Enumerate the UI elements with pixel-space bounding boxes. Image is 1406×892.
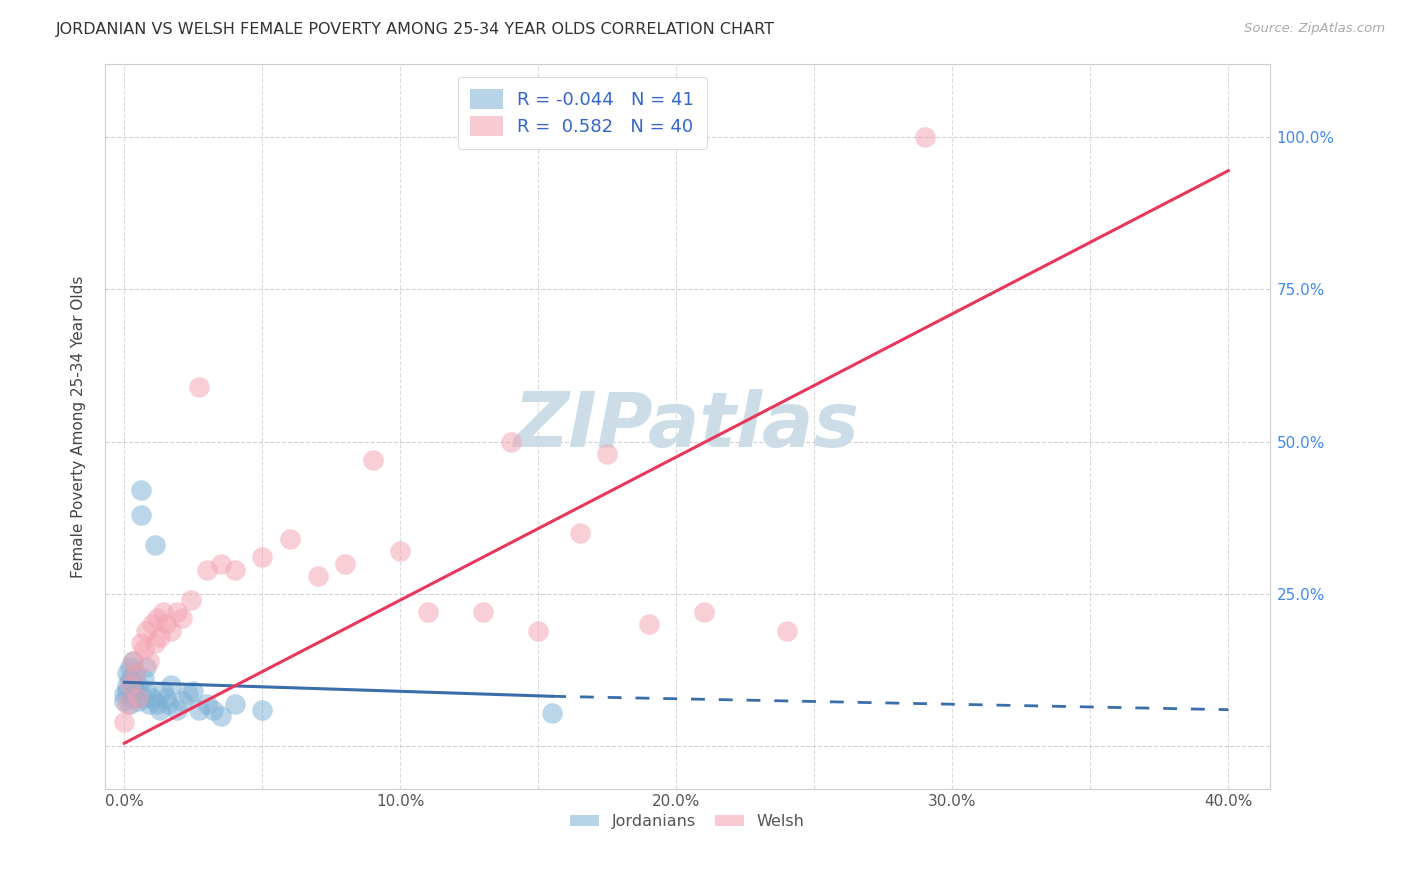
Point — [195, 563, 218, 577]
Point — [361, 453, 384, 467]
Point — [143, 636, 166, 650]
Point — [527, 624, 550, 638]
Text: Source: ZipAtlas.com: Source: ZipAtlas.com — [1244, 22, 1385, 36]
Point — [914, 130, 936, 145]
Point — [118, 697, 141, 711]
Point — [149, 703, 172, 717]
Point — [115, 678, 138, 692]
Point — [155, 617, 177, 632]
Point — [121, 690, 143, 705]
Point — [160, 678, 183, 692]
Point — [157, 697, 180, 711]
Point — [278, 532, 301, 546]
Point — [160, 624, 183, 638]
Point — [118, 678, 141, 692]
Point — [637, 617, 659, 632]
Point — [416, 605, 439, 619]
Point — [124, 666, 146, 681]
Point — [115, 666, 138, 681]
Point — [118, 672, 141, 686]
Text: ZIPatlas: ZIPatlas — [515, 390, 860, 464]
Point — [135, 660, 157, 674]
Point — [152, 605, 174, 619]
Point — [143, 538, 166, 552]
Point — [112, 714, 135, 729]
Point — [138, 654, 160, 668]
Point — [693, 605, 716, 619]
Y-axis label: Female Poverty Among 25-34 Year Olds: Female Poverty Among 25-34 Year Olds — [72, 276, 86, 578]
Point — [172, 611, 194, 625]
Point — [209, 557, 232, 571]
Point — [172, 693, 194, 707]
Point — [146, 697, 169, 711]
Point — [121, 678, 143, 692]
Point — [127, 693, 149, 707]
Point — [224, 697, 246, 711]
Point — [118, 660, 141, 674]
Point — [121, 654, 143, 668]
Point — [129, 483, 152, 498]
Point — [541, 706, 564, 720]
Point — [115, 684, 138, 698]
Point — [132, 641, 155, 656]
Point — [209, 708, 232, 723]
Point — [499, 434, 522, 449]
Point — [187, 380, 209, 394]
Point — [180, 593, 202, 607]
Point — [135, 624, 157, 638]
Point — [115, 697, 138, 711]
Text: JORDANIAN VS WELSH FEMALE POVERTY AMONG 25-34 YEAR OLDS CORRELATION CHART: JORDANIAN VS WELSH FEMALE POVERTY AMONG … — [56, 22, 775, 37]
Point — [127, 690, 149, 705]
Point — [166, 703, 188, 717]
Point — [181, 684, 204, 698]
Point — [141, 617, 163, 632]
Point — [121, 654, 143, 668]
Point — [166, 605, 188, 619]
Point — [307, 568, 329, 582]
Point — [177, 688, 200, 702]
Point — [127, 678, 149, 692]
Point — [112, 688, 135, 702]
Point — [135, 684, 157, 698]
Point — [141, 690, 163, 705]
Point — [138, 697, 160, 711]
Point — [187, 703, 209, 717]
Point — [596, 447, 619, 461]
Legend: Jordanians, Welsh: Jordanians, Welsh — [564, 807, 811, 835]
Point — [146, 611, 169, 625]
Point — [252, 703, 274, 717]
Point — [333, 557, 356, 571]
Point — [201, 703, 224, 717]
Point — [224, 563, 246, 577]
Point — [124, 684, 146, 698]
Point — [195, 697, 218, 711]
Point — [568, 526, 591, 541]
Point — [149, 630, 172, 644]
Point — [124, 666, 146, 681]
Point — [389, 544, 412, 558]
Point — [152, 684, 174, 698]
Point — [155, 690, 177, 705]
Point — [252, 550, 274, 565]
Point — [132, 690, 155, 705]
Point — [132, 672, 155, 686]
Point — [129, 508, 152, 522]
Point — [472, 605, 495, 619]
Point — [776, 624, 799, 638]
Point — [129, 636, 152, 650]
Point — [112, 693, 135, 707]
